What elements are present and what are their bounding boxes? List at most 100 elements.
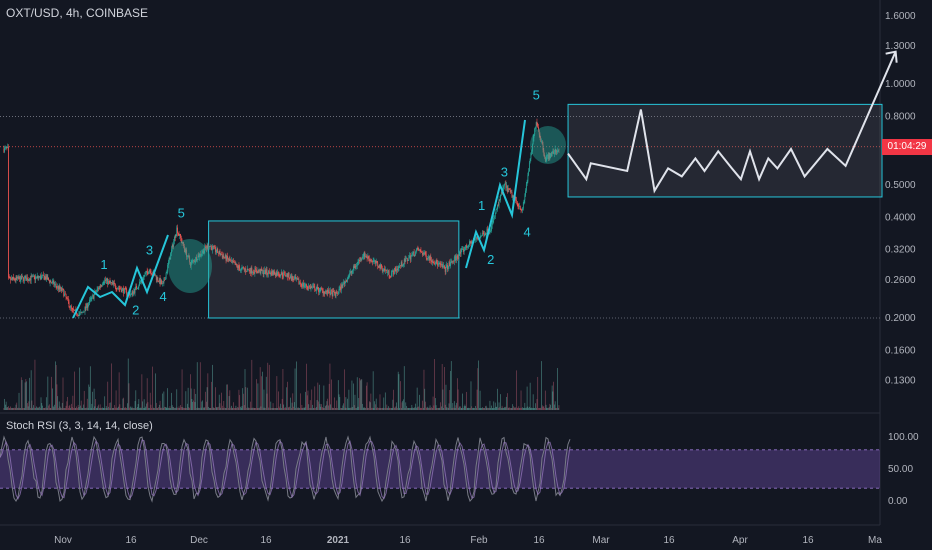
volume-bar [168,408,170,410]
candle-body [353,266,354,271]
volume-bar [461,408,463,410]
volume-bar [475,405,476,410]
candle-body [124,288,125,294]
candle-body [323,291,325,294]
volume-bar [402,400,404,410]
volume-bar [484,407,485,410]
candle-body [331,290,332,292]
candle-body [466,247,468,248]
volume-bar [24,382,26,410]
volume-bar [453,407,454,410]
candle-body [224,255,226,258]
candle-body [175,234,177,238]
projection-path[interactable] [567,50,898,194]
volume-bar [83,390,85,410]
volume-bar [367,407,369,410]
volume-bar [539,407,541,410]
volume-bar [260,406,262,410]
candle-body [213,246,215,247]
volume-bar [93,388,95,410]
highlight-circles[interactable] [168,126,566,293]
volume-bar [55,361,56,410]
volume-bar [90,407,92,410]
candle-body [183,242,184,247]
candle-body [183,246,185,249]
candle-body [387,270,389,272]
volume-bar [243,393,244,410]
volume-bar [97,406,99,410]
volume-bar [22,407,24,410]
candle-body [245,269,247,272]
candle-body [226,256,228,261]
candle-body [8,146,9,278]
volume-bar [403,399,404,410]
candle-body [211,246,213,251]
candle-body [171,249,172,253]
candle-body [301,284,303,287]
candle-body [233,262,235,264]
candle-body [180,234,181,238]
candle-body [5,147,7,148]
volume-bar [131,406,133,410]
volume-bar [174,408,175,410]
candle-body [52,281,54,282]
candle-body [391,270,393,274]
candle-body [48,277,49,281]
candle-body [520,209,522,210]
candle-body [515,196,517,201]
volume-bar [543,406,545,410]
candle-body [500,194,501,200]
volume-bar [368,408,369,410]
volume-bar [127,358,129,410]
candle-body [111,282,112,283]
volume-bar [271,407,272,410]
volume-bar [337,408,338,410]
candle-body [324,291,326,294]
volume-bar [455,405,457,410]
volume-bar [497,407,499,410]
candle-body [443,265,445,267]
volume-bar [39,407,41,410]
candle-body [271,271,272,276]
volume-bar [204,407,206,410]
candle-body [177,233,179,234]
volume-bar [501,405,503,410]
volume-bar [319,403,321,410]
volume-bar [450,370,451,410]
current-price-tag: 01:04:29 [882,139,932,155]
volume-bar [63,408,65,410]
candle-body [306,284,307,287]
candle-body [382,269,384,272]
wave-label: 5 [178,205,185,220]
time-tick-label: Feb [470,535,488,546]
candle-body [221,254,222,255]
candle-body [202,250,203,254]
volume-bar [137,404,139,410]
volume-bar [497,388,498,410]
volume-bar [148,407,150,410]
volume-bar [274,407,275,410]
candle-body [486,229,488,234]
volume-bar [425,407,427,410]
candle-body [149,269,151,271]
volume-bar [425,401,426,410]
candle-body [56,286,58,288]
elliott-wave-lines[interactable] [72,119,526,319]
volume-bar [510,408,512,410]
candle-body [181,241,183,243]
volume-bar [296,407,298,410]
volume-bar [405,402,407,410]
volume-bar [268,364,270,410]
candle-body [463,248,464,252]
candle-body [373,260,375,262]
volume-bar [378,407,379,410]
volume-bar [78,407,80,410]
candle-body [271,270,273,276]
volume-bar [406,407,408,410]
candle-body [371,261,373,262]
volume-bar [20,407,21,410]
volume-bar [4,398,5,410]
candle-body [133,291,134,295]
candle-body [209,246,211,247]
